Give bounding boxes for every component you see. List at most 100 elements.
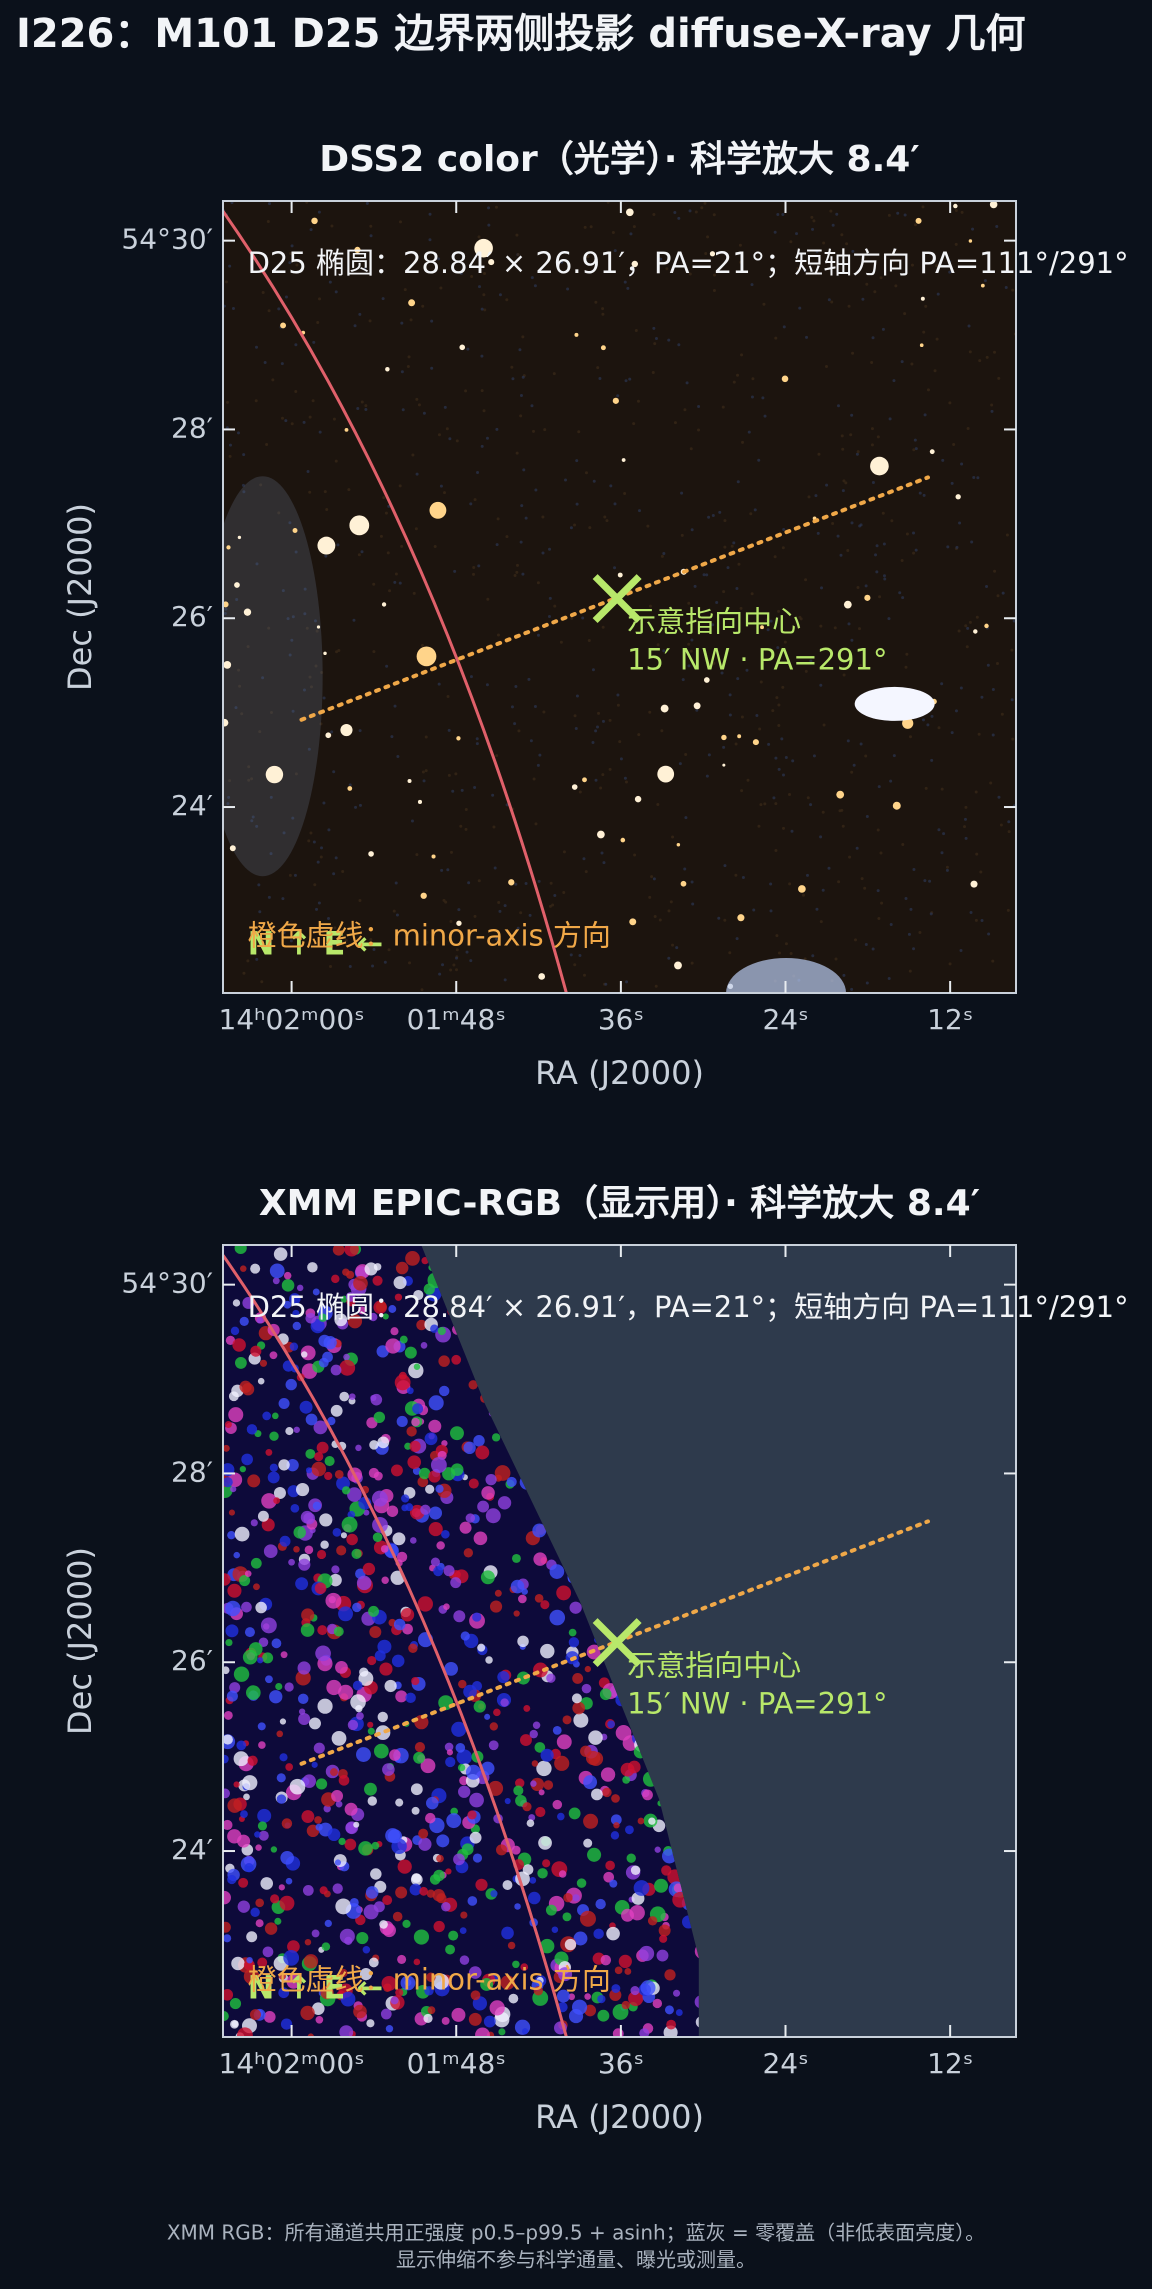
noise bbox=[697, 428, 701, 432]
noise bbox=[522, 468, 526, 472]
noise bbox=[616, 394, 620, 398]
noise bbox=[312, 340, 316, 344]
noise bbox=[388, 589, 392, 593]
star bbox=[631, 260, 639, 268]
xray-speck bbox=[345, 1292, 356, 1302]
noise bbox=[968, 350, 972, 354]
xray-speck bbox=[394, 1293, 403, 1301]
xray-speck bbox=[473, 1700, 486, 1713]
noise bbox=[830, 300, 834, 304]
noise bbox=[487, 206, 491, 210]
noise bbox=[334, 856, 338, 860]
noise bbox=[1010, 698, 1014, 702]
noise bbox=[335, 650, 339, 654]
noise bbox=[600, 851, 604, 855]
xray-speck bbox=[356, 1931, 369, 1945]
xray-speck bbox=[285, 1427, 294, 1436]
xray-speck bbox=[494, 1589, 502, 1597]
noise bbox=[510, 365, 514, 369]
noise bbox=[871, 481, 875, 485]
noise bbox=[789, 952, 793, 956]
noise bbox=[430, 319, 434, 323]
noise bbox=[964, 805, 968, 809]
xray-speck bbox=[381, 1975, 397, 1991]
noise bbox=[524, 516, 528, 520]
xray-speck bbox=[395, 1690, 408, 1703]
xray-speck bbox=[397, 1859, 412, 1874]
xray-speck bbox=[257, 1808, 272, 1823]
xray-speck bbox=[233, 1666, 250, 1682]
x-tick-label: 01ᵐ48ˢ bbox=[407, 2047, 506, 2080]
xray-speck bbox=[314, 1582, 327, 1595]
xray-speck bbox=[413, 1363, 421, 1370]
xray-speck bbox=[572, 1894, 580, 1902]
pointing-label: 示意指向中心 bbox=[627, 1649, 801, 1683]
xray-speck bbox=[517, 1635, 529, 1648]
noise bbox=[675, 946, 679, 950]
noise bbox=[912, 551, 916, 555]
noise bbox=[1011, 288, 1015, 292]
star bbox=[223, 718, 229, 727]
xray-speck bbox=[281, 1279, 295, 1292]
xray-speck bbox=[460, 1911, 468, 1919]
noise bbox=[750, 592, 754, 596]
xray-speck bbox=[331, 1730, 347, 1746]
noise bbox=[990, 403, 994, 407]
xray-speck bbox=[539, 1938, 555, 1954]
xray-speck bbox=[611, 1984, 621, 1993]
noise bbox=[776, 213, 780, 217]
noise bbox=[524, 882, 528, 886]
noise bbox=[945, 865, 949, 869]
xray-speck bbox=[545, 1904, 557, 1916]
xray-speck bbox=[395, 1261, 409, 1275]
noise bbox=[892, 754, 896, 758]
xray-speck bbox=[533, 1552, 547, 1566]
xray-speck bbox=[610, 1831, 620, 1840]
noise bbox=[257, 883, 261, 887]
noise bbox=[407, 355, 411, 359]
noise bbox=[740, 789, 744, 793]
noise bbox=[307, 839, 311, 843]
noise bbox=[985, 355, 989, 359]
noise bbox=[687, 664, 691, 668]
noise bbox=[601, 719, 605, 723]
xray-speck bbox=[257, 1722, 266, 1731]
xray-speck bbox=[522, 1802, 532, 1812]
noise bbox=[636, 399, 640, 403]
xray-speck bbox=[675, 2009, 683, 2016]
noise bbox=[685, 381, 689, 385]
noise bbox=[908, 735, 912, 739]
noise bbox=[678, 762, 682, 766]
xray-speck bbox=[300, 1623, 315, 1637]
star bbox=[721, 734, 727, 741]
noise bbox=[734, 873, 738, 877]
noise bbox=[791, 759, 795, 763]
star bbox=[234, 582, 240, 588]
noise bbox=[782, 325, 786, 329]
xray-speck bbox=[510, 1579, 525, 1594]
noise bbox=[706, 235, 710, 239]
xray-speck bbox=[515, 1778, 525, 1788]
noise bbox=[747, 430, 751, 434]
noise bbox=[475, 742, 479, 746]
xray-speck bbox=[549, 1609, 566, 1626]
noise bbox=[964, 624, 968, 628]
noise bbox=[282, 931, 286, 935]
xray-speck bbox=[363, 1904, 379, 1920]
noise bbox=[354, 805, 358, 809]
noise bbox=[223, 611, 227, 615]
xray-speck bbox=[238, 1877, 249, 1888]
noise bbox=[798, 306, 802, 310]
star bbox=[612, 397, 619, 404]
noise bbox=[228, 264, 232, 268]
noise bbox=[855, 501, 859, 505]
noise bbox=[280, 416, 284, 420]
noise bbox=[562, 890, 566, 894]
noise bbox=[473, 785, 477, 789]
noise bbox=[799, 617, 803, 621]
noise bbox=[421, 304, 425, 308]
noise bbox=[817, 452, 821, 456]
noise bbox=[950, 731, 954, 735]
noise bbox=[255, 562, 259, 566]
noise bbox=[358, 898, 362, 902]
